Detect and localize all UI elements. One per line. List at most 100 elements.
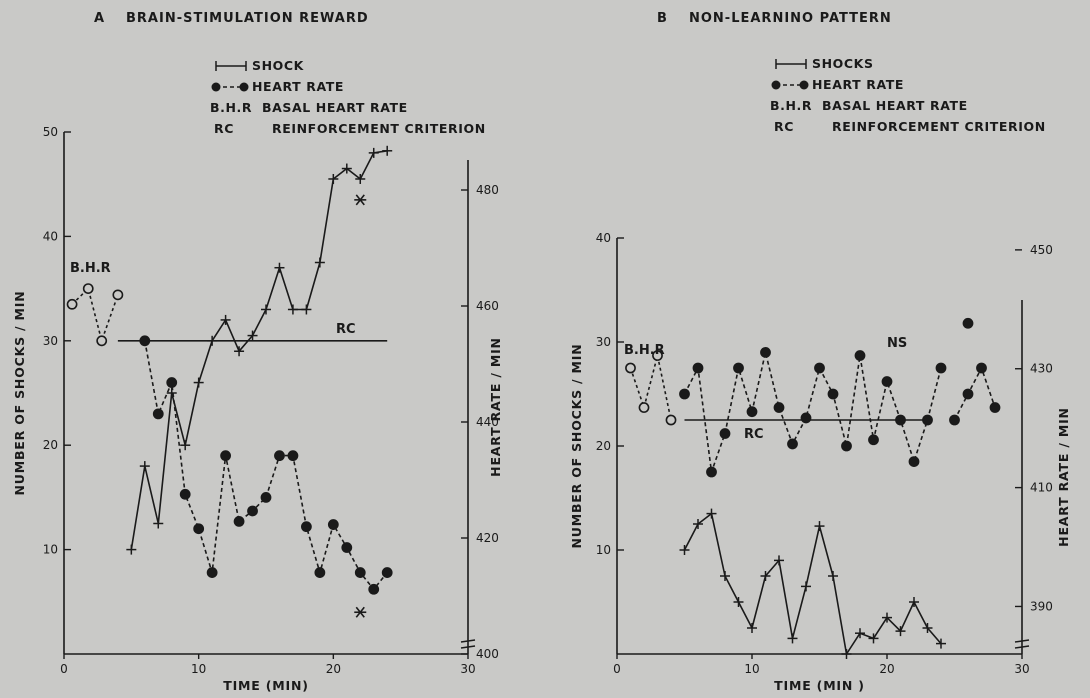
- heart-point: [895, 414, 906, 426]
- heart-point: [139, 335, 151, 347]
- x-tick-label: 20: [879, 662, 894, 676]
- y-tick-label: 10: [596, 543, 611, 557]
- axes: 0 10 20 30 10 20 30 40 390 410 430 450 TIME (MIN ) NU…: [569, 231, 1071, 693]
- y-tick-label: 30: [596, 335, 611, 349]
- significance-star-stroke-2: [355, 194, 365, 206]
- heart-series-line: [953, 367, 996, 421]
- heart-point: [327, 519, 339, 530]
- heart-point: [854, 350, 866, 361]
- heart-point: [166, 377, 178, 388]
- y-axis-label: NUMBER OF SHOCKS / MIN: [12, 291, 27, 496]
- axis-break-lower: [460, 645, 476, 649]
- x-axis-label: TIME (MIN): [223, 678, 308, 693]
- y-tick-label: 30: [43, 334, 58, 348]
- y-tick-label: 40: [43, 229, 58, 243]
- chart-title: BRAIN-STIMULATION REWARD: [126, 11, 369, 26]
- axis-break-lower: [1014, 645, 1030, 649]
- legend-rc-label: REINFORCEMENT CRITERION: [832, 119, 1046, 134]
- heart-point: [193, 523, 205, 535]
- bhr-point: [638, 402, 650, 413]
- y2-tick-label: 430: [1030, 362, 1053, 376]
- y2-axis-label: HEART RATE / MIN: [488, 337, 503, 477]
- x-tick-label: 10: [744, 662, 759, 676]
- heart-point: [233, 516, 245, 527]
- heart-point: [814, 362, 825, 374]
- heart-point: [733, 362, 744, 374]
- bhr-point: [66, 298, 78, 310]
- heart-point: [841, 440, 852, 452]
- y2-tick-label: 460: [476, 299, 499, 313]
- y2-tick-label: 410: [1030, 481, 1053, 495]
- heart-point: [881, 376, 893, 387]
- y2-tick-label: 440: [476, 415, 499, 429]
- heart-point: [989, 402, 1001, 413]
- panel-letter: B: [657, 11, 668, 26]
- heart-point: [935, 362, 947, 374]
- legend-heart-dot-left: [771, 80, 781, 90]
- y2-tick-label: 420: [476, 531, 499, 545]
- heart-point: [922, 414, 933, 426]
- heart-point: [692, 362, 704, 374]
- y2-tick-label: 450: [1030, 243, 1053, 257]
- chart-title: NON-LEARNINO PATTERN: [689, 11, 892, 26]
- legend-heart-dot-right: [799, 80, 809, 90]
- significance-star: [354, 606, 367, 618]
- heart-point: [220, 450, 231, 462]
- bhr-line: [629, 354, 672, 421]
- heart-point: [760, 346, 771, 358]
- heart-point: [341, 542, 353, 553]
- legend-bhr-symbol: B.H.R: [210, 100, 252, 115]
- x-tick-label: 0: [613, 662, 621, 676]
- legend-bhr-label: BASAL HEART RATE: [262, 100, 408, 115]
- heart-point: [773, 402, 785, 413]
- bhr-point: [665, 414, 677, 426]
- heart-point: [976, 362, 987, 374]
- rc-label: RC: [744, 427, 764, 442]
- x-tick-label: 10: [191, 662, 206, 676]
- heart-point: [679, 388, 690, 400]
- heart-point: [908, 456, 920, 467]
- heart-point: [368, 583, 380, 595]
- y-tick-label: 50: [43, 125, 58, 139]
- heart-point: [179, 488, 191, 500]
- heart-point: [354, 567, 366, 578]
- panel-a: A BRAIN-STIMULATION REWARD SHOCK HEART RATE…: [12, 11, 503, 693]
- heart-point: [868, 434, 879, 446]
- legend-bhr-label: BASAL HEART RATE: [822, 98, 968, 113]
- heart-point: [800, 412, 812, 424]
- y-tick-label: 20: [43, 438, 58, 452]
- bhr-label: B.H.R: [70, 261, 111, 276]
- bhr-point: [82, 283, 94, 294]
- legend-rc-symbol: RC: [214, 121, 234, 136]
- x-tick-label: 0: [60, 662, 68, 676]
- heart-point: [314, 567, 326, 578]
- heart-point: [206, 567, 218, 578]
- axes: 0 10 20 30 10 20 30 40 50 400 420 440 460 480 TIME (MI…: [12, 125, 503, 693]
- y-tick-label: 10: [43, 543, 58, 557]
- bhr-point: [112, 289, 124, 301]
- x-tick-label: 30: [460, 662, 475, 676]
- legend-heart-dot-right: [239, 82, 249, 92]
- heart-point: [287, 450, 299, 462]
- heart-point: [962, 388, 974, 400]
- heart-series-line: [683, 351, 942, 473]
- legend-heart-label: HEART RATE: [252, 79, 344, 94]
- heart-point: [746, 406, 758, 418]
- rc-label: RC: [336, 322, 356, 337]
- axis-break-upper: [1014, 639, 1030, 643]
- bhr-label: B.H.R: [624, 343, 665, 358]
- x-axis-label: TIME (MIN ): [774, 678, 865, 693]
- bhr-point: [96, 335, 108, 347]
- x-tick-label: 30: [1014, 662, 1029, 676]
- legend-bhr-symbol: B.H.R: [770, 98, 812, 113]
- y2-tick-label: 390: [1030, 599, 1053, 613]
- heart-point: [787, 438, 798, 450]
- bhr-point: [625, 362, 636, 374]
- shock-series-line: [683, 512, 942, 655]
- significance-star: [354, 194, 367, 206]
